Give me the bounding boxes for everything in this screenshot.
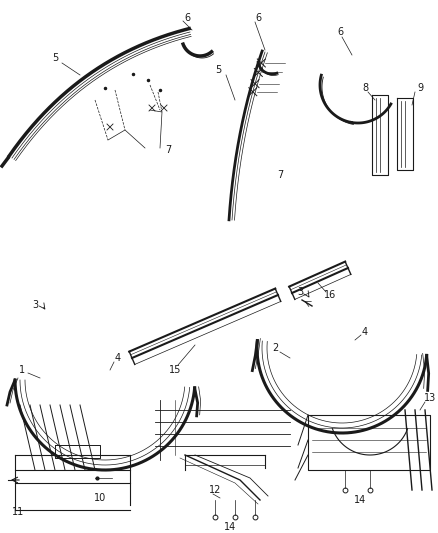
Text: 3: 3 [32,300,38,310]
Text: 12: 12 [209,485,221,495]
Text: 14: 14 [224,522,236,532]
Text: 5: 5 [215,65,221,75]
Text: 11: 11 [12,507,24,517]
Text: 9: 9 [417,83,423,93]
Text: 10: 10 [94,493,106,503]
Text: 14: 14 [354,495,366,505]
Text: 4: 4 [115,353,121,363]
Text: 1: 1 [19,365,25,375]
Text: 5: 5 [52,53,58,63]
Text: 6: 6 [255,13,261,23]
Text: 3: 3 [297,287,303,297]
Text: 2: 2 [272,343,278,353]
Text: 13: 13 [424,393,436,403]
Text: 16: 16 [324,290,336,300]
Text: 6: 6 [337,27,343,37]
Text: 4: 4 [362,327,368,337]
Text: 6: 6 [184,13,190,23]
Text: 7: 7 [277,170,283,180]
Text: 8: 8 [362,83,368,93]
Text: 7: 7 [165,145,171,155]
Text: 15: 15 [169,365,181,375]
